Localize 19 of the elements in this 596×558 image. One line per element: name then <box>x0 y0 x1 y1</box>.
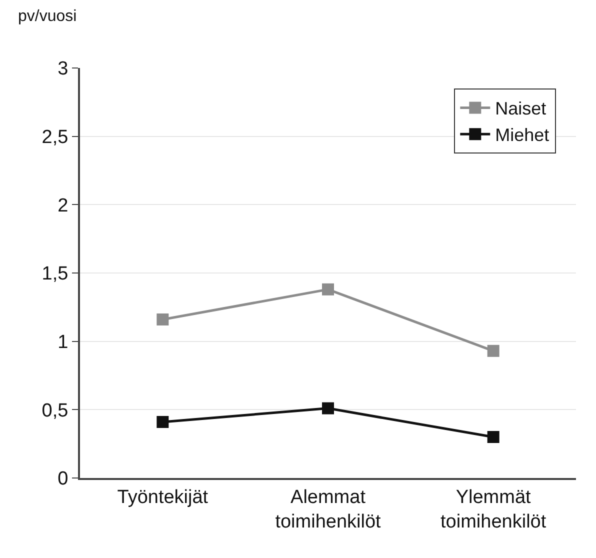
x-tick-label: Työntekijät <box>117 486 209 508</box>
point <box>156 313 169 326</box>
y-tick-label: 0,5 <box>42 400 68 422</box>
y-tick-label: 0 <box>58 468 68 490</box>
legend-label: Miehet <box>495 125 550 146</box>
x-tick-label: Ylemmät toimihenkilöt <box>440 486 547 532</box>
point <box>322 283 334 296</box>
y-tick-label: 1,5 <box>42 264 68 285</box>
point <box>156 416 169 428</box>
y-tick-label: 2 <box>58 195 68 216</box>
point <box>487 431 500 443</box>
y-tick-label: 1 <box>58 332 68 353</box>
point <box>487 344 500 357</box>
y-tick-label: 2,5 <box>42 126 68 148</box>
x-tick-label: Alemmat toimihenkilöt <box>275 486 382 532</box>
y-axis-title: pv/vuosi <box>18 8 77 25</box>
y-tick-label: 3 <box>58 58 68 80</box>
point <box>322 402 334 414</box>
legend-label: Naiset <box>495 98 546 119</box>
